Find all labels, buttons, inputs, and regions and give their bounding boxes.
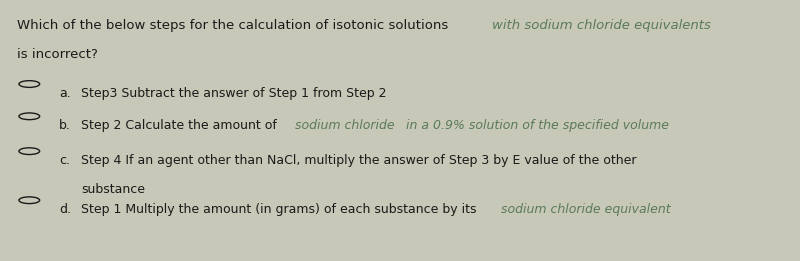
Text: with sodium chloride equivalents: with sodium chloride equivalents [492,20,710,32]
Text: Which of the below steps for the calculation of isotonic solutions: Which of the below steps for the calcula… [18,20,453,32]
Text: Step 1 Multiply the amount (in grams) of each substance by its: Step 1 Multiply the amount (in grams) of… [81,203,481,216]
Text: in a 0.9% solution of the specified volume: in a 0.9% solution of the specified volu… [402,119,670,132]
Text: is incorrect?: is incorrect? [18,48,98,61]
Text: c.: c. [58,154,70,167]
Text: sodium chloride: sodium chloride [294,119,394,132]
Text: sodium chloride equivalent: sodium chloride equivalent [502,203,671,216]
Text: Step3 Subtract the answer of Step 1 from Step 2: Step3 Subtract the answer of Step 1 from… [81,87,386,100]
Text: b.: b. [58,119,70,132]
Text: d.: d. [58,203,70,216]
Text: Step 4 If an agent other than NaCl, multiply the answer of Step 3 by E value of : Step 4 If an agent other than NaCl, mult… [81,154,637,167]
Text: substance: substance [81,183,145,197]
Text: a.: a. [58,87,70,100]
Text: Step 2 Calculate the amount of: Step 2 Calculate the amount of [81,119,281,132]
